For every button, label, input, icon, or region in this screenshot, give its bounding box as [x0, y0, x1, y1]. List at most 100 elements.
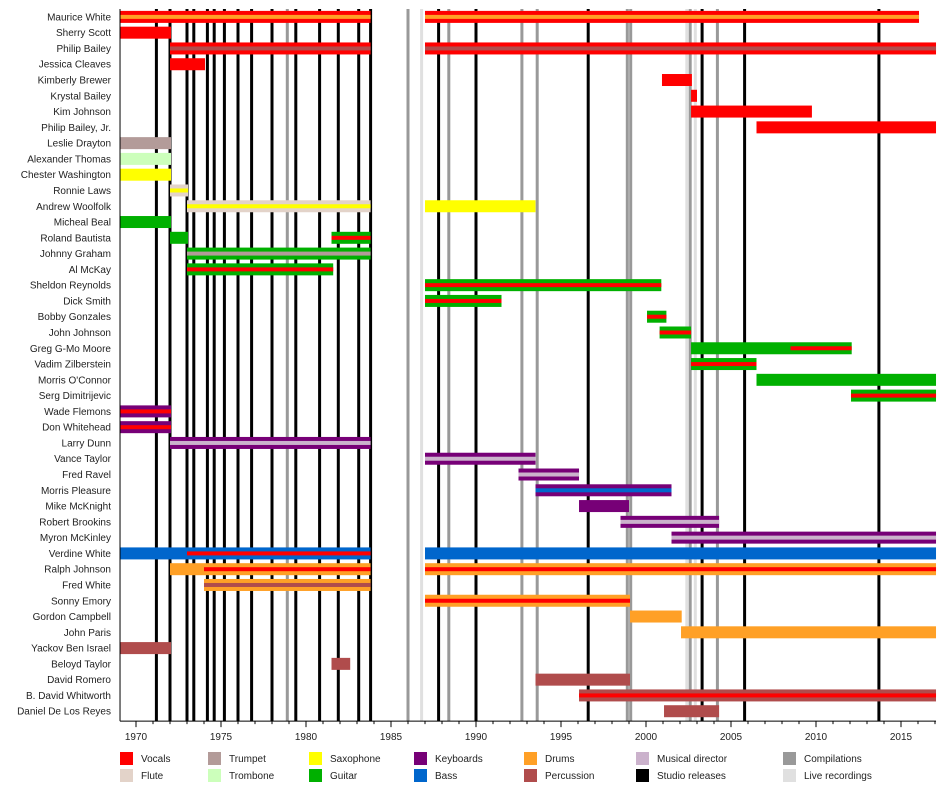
x-tick-label: 1970 — [125, 732, 148, 743]
member-bar-stripe — [425, 298, 502, 303]
compilations-line — [406, 9, 410, 722]
studio-releases-line — [437, 9, 441, 722]
legend-swatch — [414, 752, 427, 765]
member-bar-stripe — [671, 535, 937, 540]
member-bar-stripe — [425, 46, 937, 51]
member-bar-stripe — [204, 582, 371, 587]
legend-swatch — [636, 769, 649, 782]
studio-releases-line — [336, 9, 340, 722]
member-name: B. David Whitworth — [26, 691, 111, 702]
member-bar — [664, 705, 720, 718]
member-name: Andrew Woolfolk — [36, 202, 112, 213]
studio-releases-line — [294, 9, 298, 722]
member-name: Fred Ravel — [62, 470, 111, 481]
legend-label: Studio releases — [657, 771, 726, 782]
legend-swatch — [524, 752, 537, 765]
member-bar-stripe — [620, 519, 720, 524]
member-bar — [579, 500, 629, 513]
member-name: Kimberly Brewer — [38, 76, 112, 87]
x-tick-label: 2010 — [805, 732, 828, 743]
x-axis: 1970 1975 1980 1985 1990 1995 2000 2005 2010 2015 — [119, 9, 937, 743]
member-name: Yackov Ben Israel — [31, 644, 111, 655]
member-name: Larry Dunn — [62, 438, 111, 449]
member-bar-stripe — [170, 188, 189, 193]
member-bar — [331, 657, 351, 670]
member-name: Greg G-Mo Moore — [30, 344, 112, 355]
compilations-line — [688, 9, 692, 722]
member-name: Daniel De Los Reyes — [17, 707, 111, 718]
member-name: Philip Bailey, Jr. — [41, 123, 111, 134]
studio-releases-line — [357, 9, 361, 722]
member-name: Alexander Thomas — [27, 154, 111, 165]
studio-releases-line — [222, 9, 226, 722]
studio-releases-line — [205, 9, 209, 722]
member-name: Sheldon Reynolds — [30, 281, 111, 292]
legend-label: Vocals — [141, 754, 170, 765]
studio-releases-line — [586, 9, 590, 722]
member-bar — [425, 200, 536, 213]
member-bar — [120, 642, 172, 655]
member-bar — [691, 342, 852, 355]
member-name: Jessica Cleaves — [39, 60, 111, 71]
legend-label: Guitar — [330, 771, 358, 782]
x-tick-label: 1985 — [380, 732, 403, 743]
compilations-line — [629, 9, 633, 722]
member-name: Micheal Beal — [54, 218, 111, 229]
member-name: Dick Smith — [63, 296, 111, 307]
member-name: Sonny Emory — [51, 596, 111, 607]
member-bar-stripe — [425, 567, 937, 572]
member-bar-stripe — [518, 472, 580, 477]
member-bar-stripe — [187, 267, 334, 272]
x-tick-label: 2005 — [720, 732, 743, 743]
legend-label: Compilations — [804, 754, 862, 765]
member-bar-stripe — [170, 440, 371, 445]
member-name: Krystal Bailey — [50, 91, 111, 102]
member-bar-stripe — [425, 456, 536, 461]
member-name: Chester Washington — [21, 170, 111, 181]
member-bar — [120, 137, 172, 150]
member-name: Johnny Graham — [40, 249, 111, 260]
member-bar — [681, 626, 937, 639]
member-bar — [170, 231, 189, 244]
member-name: Wade Flemons — [44, 407, 111, 418]
x-tick-label: 1980 — [295, 732, 318, 743]
member-name: Gordon Campbell — [33, 612, 111, 623]
studio-releases-line — [369, 9, 373, 722]
member-name: Fred White — [62, 580, 111, 591]
studio-releases-line — [154, 9, 158, 722]
legend-swatch — [783, 769, 796, 782]
studio-releases-line — [185, 9, 189, 722]
compilations-line — [285, 9, 289, 722]
member-name: Leslie Drayton — [47, 139, 111, 150]
legend-label: Saxophone — [330, 754, 381, 765]
legend-label: Bass — [435, 771, 457, 782]
legend-swatch — [208, 752, 221, 765]
legend-swatch — [120, 769, 133, 782]
x-tick-label: 1995 — [550, 732, 573, 743]
legend-label: Percussion — [545, 771, 594, 782]
compilations-line — [535, 9, 539, 722]
legend-swatch — [783, 752, 796, 765]
member-bar-stripe — [647, 314, 667, 319]
live-recordings-line — [685, 9, 689, 722]
legend: Vocals Flute Trumpet Trombone Saxophone Guita… — [120, 752, 872, 782]
studio-releases-line — [168, 9, 172, 722]
member-names: Maurice White Sherry Scott Philip Bailey Je… — [17, 12, 112, 717]
member-bar-stripe — [579, 693, 937, 698]
member-bar — [170, 58, 206, 71]
member-bar-stripe — [187, 251, 371, 256]
member-name: Myron McKinley — [40, 533, 111, 544]
member-bar-stripe — [331, 235, 371, 240]
member-bar — [756, 373, 937, 386]
member-name: Serg Dimitrijevic — [39, 391, 111, 402]
member-bar-stripe — [659, 330, 692, 335]
member-name: Roland Bautista — [40, 233, 111, 244]
member-bar — [120, 168, 172, 181]
legend-swatch — [636, 752, 649, 765]
member-bar — [120, 216, 172, 229]
member-name: Don Whitehead — [42, 423, 111, 434]
member-name: Mike McKnight — [45, 502, 111, 513]
member-name: Ronnie Laws — [53, 186, 111, 197]
member-bar-stripe — [120, 14, 371, 19]
